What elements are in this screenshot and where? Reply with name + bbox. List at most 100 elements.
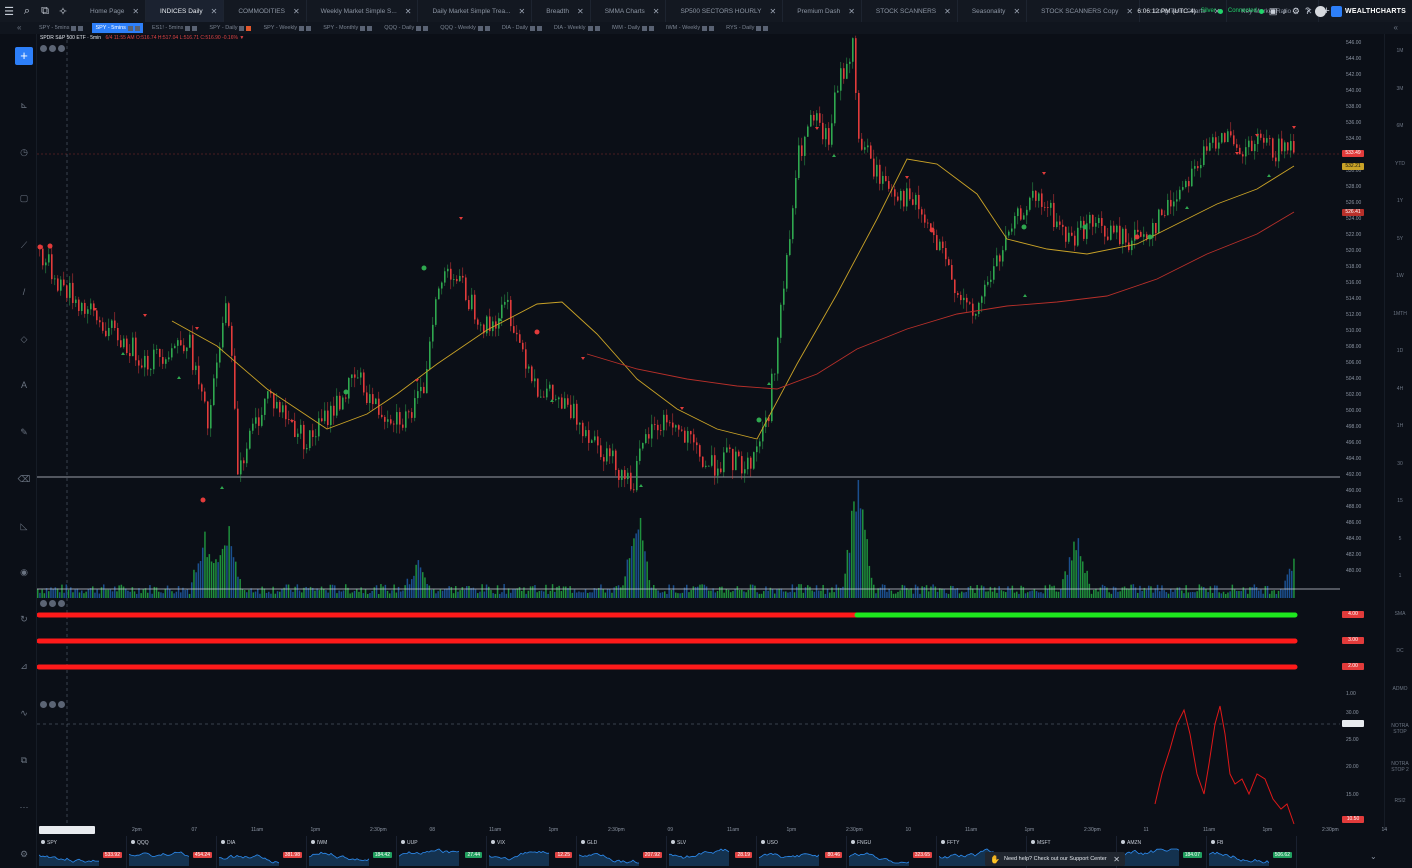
settings-icon[interactable] <box>40 45 47 52</box>
layout-chip-icon[interactable] <box>239 25 245 31</box>
workspace-tab[interactable]: COMMODITIES ✕ <box>224 0 307 22</box>
timeframe-button[interactable]: 3M <box>1396 85 1404 92</box>
workspace-tab[interactable]: INDICES Daily ✕ <box>146 0 225 22</box>
close-tab-icon[interactable]: ✕ <box>944 6 951 16</box>
close-tab-icon[interactable]: ✕ <box>769 6 777 16</box>
add-tab-button[interactable]: + <box>1323 5 1330 17</box>
shape-tool-icon[interactable]: ◇ <box>20 334 28 344</box>
layout-tab[interactable]: SPY - 5mins <box>92 23 143 33</box>
close-icon[interactable] <box>58 600 65 607</box>
layout-tab[interactable]: IWM - Daily <box>609 23 657 33</box>
layout-chip-icon[interactable] <box>299 25 305 31</box>
watchlist-item[interactable]: FNGU 323.65 <box>847 836 937 868</box>
layout-chip-icon[interactable] <box>246 25 252 31</box>
timeframe-button[interactable]: DC <box>1396 648 1404 654</box>
close-tab-icon[interactable]: ✕ <box>518 6 526 16</box>
layout-chip-icon[interactable] <box>192 25 198 31</box>
workspace-tab[interactable]: Daily Market Simple Trea... ✕ <box>418 0 533 22</box>
clock-icon[interactable]: ◷ <box>20 147 28 157</box>
price-scale[interactable]: 546.00 544.00 542.00 540.00 538.00 536.00 534.… <box>1342 34 1384 834</box>
layout-tab[interactable]: IWM - Weekly <box>663 23 717 33</box>
layout-tab[interactable]: SPY - Weekly <box>260 23 314 33</box>
timeframe-button[interactable]: YTD <box>1395 160 1405 167</box>
timeframe-button[interactable]: 4H <box>1396 385 1404 392</box>
close-icon[interactable]: ✕ <box>1113 854 1120 864</box>
close-tab-icon[interactable]: ✕ <box>1305 6 1313 16</box>
watchlist-item[interactable]: DIA 381.98 <box>217 836 307 868</box>
timeframe-button[interactable]: NOTRA STOP <box>1391 723 1409 735</box>
layout-tab[interactable]: RYS - Daily <box>723 23 771 33</box>
layout-chip-icon[interactable] <box>536 25 542 31</box>
timeframe-button[interactable]: 30 <box>1397 460 1403 467</box>
timeframe-button[interactable]: NOTRA STOP 2 <box>1391 760 1409 773</box>
close-tab-icon[interactable]: ✕ <box>210 6 218 16</box>
ai-icon[interactable]: ✧ <box>58 5 68 18</box>
watchlist-item[interactable]: UUP 27.44 <box>397 836 487 868</box>
watchlist-item[interactable]: IWM 184.42 <box>307 836 397 868</box>
layout-chip-icon[interactable] <box>134 25 140 31</box>
timeframe-button[interactable]: 15 <box>1397 498 1403 504</box>
workspace-tab[interactable]: Home Page ✕ <box>76 0 147 22</box>
watchlist-item[interactable]: QQQ 454.24 <box>127 836 217 868</box>
calendar-icon[interactable]: ▢ <box>19 193 29 203</box>
maximize-icon[interactable] <box>49 701 56 708</box>
maximize-icon[interactable] <box>49 45 56 52</box>
maximize-icon[interactable] <box>49 600 56 607</box>
layout-chip-icon[interactable] <box>763 25 769 31</box>
close-tab-icon[interactable]: ✕ <box>576 6 584 16</box>
layout-chip-icon[interactable] <box>641 25 647 31</box>
time-axis[interactable]: 2pm 07 11am 1pm 2:30pm 08 11am 1pm 2:30pm 09 11am 1… <box>37 826 1387 836</box>
date-range-selector[interactable] <box>39 826 95 834</box>
close-tab-icon[interactable]: ✕ <box>292 6 300 16</box>
watchlist-item[interactable]: GLD 207.92 <box>577 836 667 868</box>
close-icon[interactable] <box>58 701 65 708</box>
watchlist-item[interactable]: AMZN 184.07 <box>1117 836 1207 868</box>
layout-chip-icon[interactable] <box>71 25 77 31</box>
chart-type-icon[interactable]: ⊿ <box>20 661 28 671</box>
layout-tab[interactable]: SPY - Daily <box>206 23 254 33</box>
workspace-tab[interactable]: Breadth ✕ <box>532 0 591 22</box>
layout-chip-icon[interactable] <box>367 25 373 31</box>
support-toast[interactable]: ✋ Need help? Check out our Support Cente… <box>985 852 1125 866</box>
layout-chip-icon[interactable] <box>484 25 490 31</box>
layout-chip-icon[interactable] <box>127 25 133 31</box>
layout-chip-icon[interactable] <box>702 25 708 31</box>
layout-tab[interactable]: QQQ - Weekly <box>437 23 493 33</box>
timeframe-button[interactable]: 5Y <box>1396 235 1404 242</box>
timeframe-button[interactable]: 5 <box>1398 535 1402 542</box>
gear-small-icon[interactable]: ⚙ <box>19 849 29 859</box>
timeframe-button[interactable]: RSI2 <box>1394 798 1406 804</box>
workspace-tab[interactable]: STOCK SCANNERS ✕ <box>862 0 958 22</box>
search-icon[interactable]: ⌕ <box>23 4 31 17</box>
workspace-tab[interactable]: Long Term Charts ✕ <box>1140 0 1228 22</box>
collapse-right-icon[interactable]: « <box>1393 23 1398 32</box>
layout-tab[interactable]: SPY - 5mins <box>36 23 86 33</box>
layout-chip-icon[interactable] <box>78 25 84 31</box>
layouts-icon[interactable]: ⧉ <box>41 4 49 17</box>
expand-icon[interactable]: ⌄ <box>1370 852 1377 861</box>
timeframe-button[interactable]: 1M <box>1396 48 1404 54</box>
layout-chip-icon[interactable] <box>587 25 593 31</box>
layout-chip-icon[interactable] <box>477 25 483 31</box>
layout-chip-icon[interactable] <box>423 25 429 31</box>
workspace-tab[interactable]: STOCK SCANNERS Copy ✕ <box>1027 0 1141 22</box>
layout-tab[interactable]: DIA - Weekly <box>551 23 603 33</box>
price-chart[interactable] <box>37 34 1342 826</box>
layout-tab[interactable]: ES1! - 5mins <box>149 23 200 33</box>
workspace-tab[interactable]: Seasonality ✕ <box>958 0 1028 22</box>
menu-icon[interactable]: ☰ <box>4 5 14 18</box>
timeframe-button[interactable]: ADMO <box>1392 685 1408 692</box>
eye-icon[interactable] <box>58 45 65 52</box>
timeframe-button[interactable]: 1Y <box>1396 198 1404 204</box>
timeframe-button[interactable]: SMA <box>1394 610 1406 617</box>
bell-icon[interactable]: ♪ <box>1282 6 1287 16</box>
avatar[interactable] <box>1315 5 1327 17</box>
timeframe-button[interactable]: 1H <box>1396 423 1404 429</box>
copy-icon[interactable]: ⧉ <box>20 755 28 765</box>
pencil-icon[interactable]: ✎ <box>20 427 28 437</box>
cursor-icon[interactable]: ⊾ <box>20 100 28 110</box>
watchlist-item[interactable]: VIX 12.25 <box>487 836 577 868</box>
eraser-icon[interactable]: ⌫ <box>17 474 31 484</box>
settings-icon[interactable] <box>40 701 47 708</box>
indicator-icon[interactable]: ∿ <box>20 708 28 718</box>
